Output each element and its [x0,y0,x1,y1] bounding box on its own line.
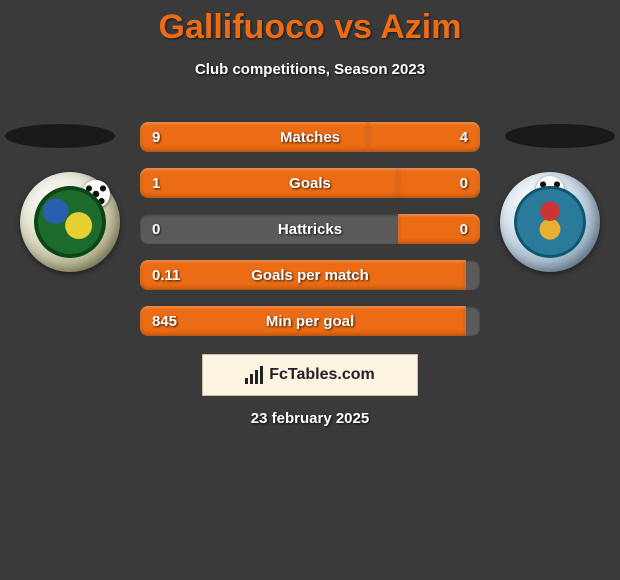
subtitle: Club competitions, Season 2023 [0,61,620,78]
stat-value-left: 0.11 [140,267,210,284]
stat-label: Goals [210,175,410,192]
brand-logo[interactable]: FcTables.com [202,354,418,396]
stat-row: 845Min per goal [140,306,480,336]
stat-value-right: 0 [410,175,480,192]
stats-container: 9Matches41Goals00Hattricks00.11Goals per… [140,122,480,352]
team-shadow-right [505,124,615,148]
soccer-ball-icon [536,176,564,204]
brand-text: FcTables.com [269,366,375,384]
bar-chart-icon [245,366,263,384]
stat-label: Hattricks [210,221,410,238]
team-badge-right [500,172,600,272]
soccer-ball-icon [82,180,110,208]
stat-value-right: 4 [410,129,480,146]
stat-label: Min per goal [210,313,410,330]
stat-value-left: 0 [140,221,210,238]
date-text: 23 february 2025 [0,410,620,427]
page-title: Gallifuoco vs Azim [0,0,620,47]
stat-row: 1Goals0 [140,168,480,198]
stat-value-left: 1 [140,175,210,192]
stat-row: 0.11Goals per match [140,260,480,290]
team-badge-left [20,172,120,272]
team-shadow-left [5,124,115,148]
stat-value-left: 845 [140,313,210,330]
stat-row: 9Matches4 [140,122,480,152]
stat-label: Goals per match [210,267,410,284]
stat-value-right: 0 [410,221,480,238]
stat-row: 0Hattricks0 [140,214,480,244]
stat-value-left: 9 [140,129,210,146]
stat-label: Matches [210,129,410,146]
